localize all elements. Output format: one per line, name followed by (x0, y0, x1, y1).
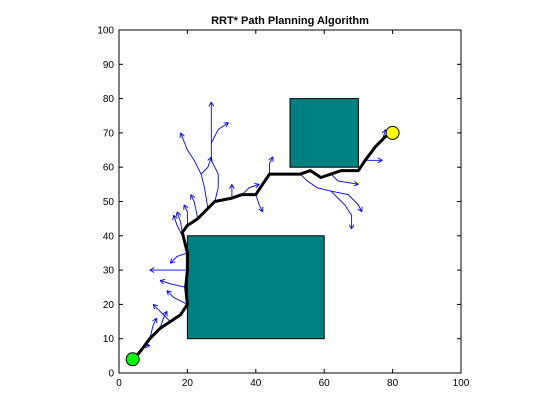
obstacles (186, 98, 359, 340)
y-tick-label: 70 (103, 128, 115, 139)
tree-branch-tip (210, 156, 213, 162)
tree-branch-tip (255, 184, 260, 189)
y-tick-label: 40 (103, 231, 115, 242)
tree-branch-tip (159, 280, 164, 285)
tree-branch-tip (348, 224, 352, 230)
tree-branch (176, 211, 183, 233)
tree-branch-tip (210, 101, 215, 107)
x-tick-label: 0 (116, 378, 122, 389)
tree-branches (132, 101, 388, 360)
tree-branch-tip (166, 290, 172, 293)
obstacle-2 (289, 98, 359, 168)
tree-branch-tip (175, 211, 178, 217)
tree-branch-tip (190, 194, 196, 198)
x-tick-label: 20 (182, 378, 194, 389)
tree-branch (159, 311, 168, 329)
y-tick-label: 60 (103, 163, 115, 174)
tree-branch-tip (351, 224, 355, 230)
start-marker (125, 352, 140, 367)
y-tick-label: 30 (103, 266, 115, 277)
tree-branch-tip (183, 204, 189, 209)
tree-branch (183, 204, 188, 226)
tree-branch-tip (225, 122, 229, 128)
tree-branch-tip (377, 157, 383, 161)
tree-branch (200, 156, 212, 175)
tree-branch-tip (353, 183, 359, 187)
tree-branch-tip (207, 156, 212, 161)
tree-branch-tip (208, 101, 212, 107)
tree-branch-tip (173, 214, 178, 219)
tree-branch-tip (152, 304, 156, 310)
tree-branch-tip (166, 290, 169, 296)
tree-branch-tip (254, 183, 260, 185)
tree-branch-tip (153, 303, 159, 307)
tree-branch-tip (169, 258, 173, 264)
tree-branch-tip (180, 132, 185, 137)
tree-branch-tip (268, 156, 274, 161)
x-tick-label: 80 (387, 378, 399, 389)
tree-branch (152, 304, 171, 322)
tree-branch-tip (179, 132, 182, 138)
tree-branch (269, 156, 274, 175)
y-tick-label: 20 (103, 300, 115, 311)
tree-branch-tip (149, 267, 155, 271)
tree-branch (149, 317, 158, 339)
tree-branch (159, 279, 186, 288)
y-tick-label: 10 (103, 334, 115, 345)
tree-branch-tip (229, 184, 233, 189)
tree-branch (210, 122, 229, 144)
axis-ticks: 0 20 40 60 80 100 0 10 20 30 40 50 60 70 80 90 100 (97, 26, 469, 390)
x-tick-label: 60 (319, 378, 331, 389)
tree-branch-tip (145, 345, 150, 349)
y-tick-label: 100 (97, 26, 114, 37)
obstacle-1 (186, 235, 325, 340)
chart-title: RRT* Path Planning Algorithm (211, 15, 369, 27)
tree-branch (330, 190, 353, 229)
tree-branch-tip (159, 279, 166, 281)
tree-branch-tip (172, 215, 175, 221)
tree-branch-tip (176, 211, 182, 216)
x-tick-label: 100 (453, 378, 470, 389)
tree-branch-tip (381, 129, 387, 134)
tree-branch-tip (152, 317, 157, 322)
tree-branch-tip (354, 180, 359, 185)
y-tick-label: 80 (103, 94, 115, 105)
tree-branch (180, 132, 209, 209)
tree-branch (241, 183, 260, 195)
tree-branch-tip (231, 184, 235, 189)
tree-branch (190, 194, 199, 219)
markers (125, 125, 400, 367)
x-tick-label: 40 (250, 378, 262, 389)
tree-branch-tip (170, 261, 176, 264)
y-tick-label: 50 (103, 197, 115, 208)
tree-branch (169, 252, 188, 264)
tree-branch-tip (377, 159, 383, 164)
y-tick-label: 0 (108, 369, 114, 380)
tree-branch-tip (357, 208, 363, 213)
tree-branch (166, 290, 188, 305)
tree-branch (255, 194, 264, 212)
y-tick-label: 90 (103, 60, 115, 71)
tree-branch-tip (149, 269, 155, 273)
tree-branch-tip (162, 310, 168, 315)
path-line (131, 131, 395, 361)
tree-branch-tip (258, 208, 263, 213)
tree-branch (330, 173, 359, 185)
tree-branch (210, 102, 219, 202)
goal-marker (385, 125, 400, 140)
